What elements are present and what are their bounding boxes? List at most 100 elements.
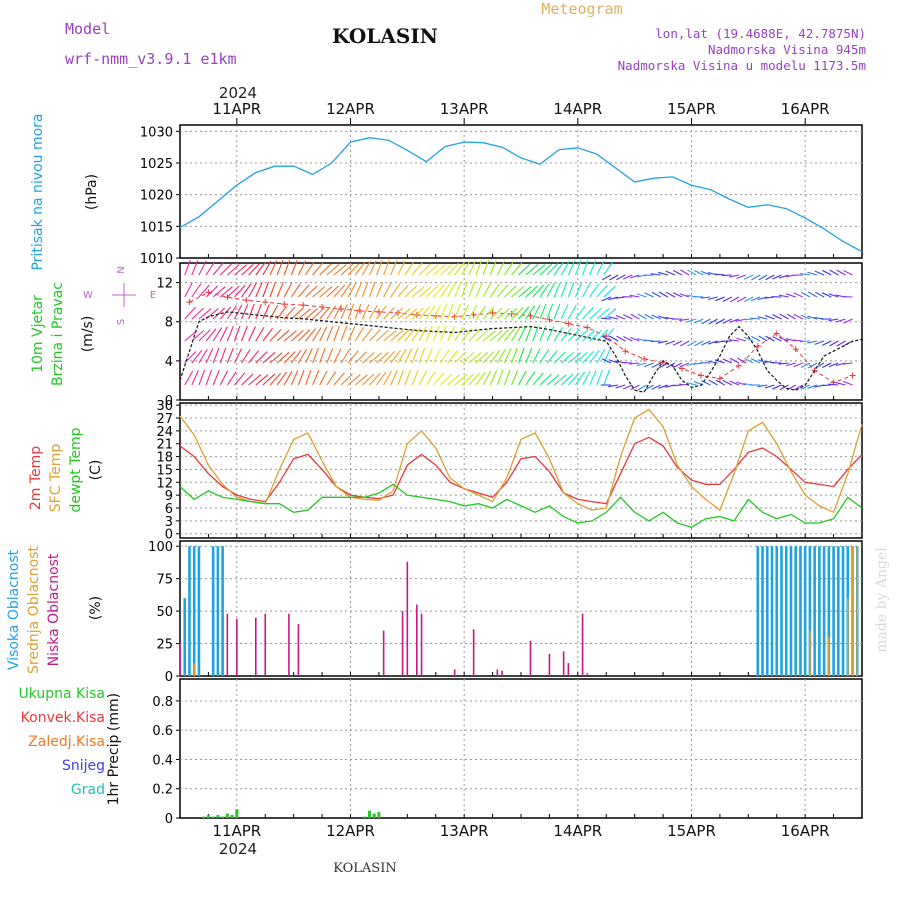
wind-arrow [560,281,568,298]
wind-arrow [340,283,351,298]
wind-arrow [821,384,832,387]
clouds-bar [808,546,812,676]
clouds-bar [789,546,793,676]
wind-arrow [722,379,733,386]
wind-arrow [744,357,754,364]
wind-arrow [772,336,782,342]
gust-marker [224,294,231,301]
elevation-label: Nadmorska Visina 945m [708,42,866,57]
wind-arrow [276,259,284,276]
year-bottom: 2024 [219,840,257,858]
wind-arrow [489,259,497,276]
wind-arrow [425,325,433,342]
clouds-bar [803,546,807,676]
clouds-bar [221,546,224,676]
wind-arrow [319,286,333,298]
clouds-bar [775,546,779,676]
wind-arrow [722,358,732,364]
wind-arrow [525,325,533,342]
precipitation-bar [367,810,371,818]
clouds-bar [780,546,783,676]
wind-arrow [736,274,747,279]
wind-arrow [582,282,591,298]
wind-arrow [503,348,512,364]
wind-arrow [411,347,419,364]
wind-arrow [582,259,589,276]
wind-arrow [212,307,226,320]
wind-arrow [461,352,475,364]
wind-arrow [658,315,668,320]
wind-arrow [568,352,581,364]
wind-arrow [425,285,439,298]
pressure-series-0 [179,137,863,253]
wind-arrow [616,274,626,281]
wind-arrow [539,303,547,320]
precip-legend-0: Ukupna Kisa [18,686,105,702]
wind-arrow [701,318,711,325]
wind-arrow [601,274,612,281]
wind-arrow [701,380,711,386]
wind-arrow [411,286,425,298]
wind-arrow [532,372,544,386]
wind-arrow [390,349,401,364]
wind-arrow [312,286,326,298]
wind-arrow [623,336,633,342]
clouds-bar [799,546,802,676]
precipitation-frame [179,678,863,819]
pressure-ytick-label-2: 1020 [140,189,173,204]
clouds-bar [562,651,565,676]
wind-arrow [489,283,500,298]
wind-arrow [489,307,503,320]
wind-arrow [361,373,375,386]
wind-arrow [651,314,661,320]
wind-arrow [518,370,527,386]
wind-arrow [496,308,510,320]
gust-marker [243,297,250,304]
wind-arrow [248,262,261,276]
wind-arrow [503,369,511,386]
wind-arrow [722,318,732,324]
clouds-bar [416,604,418,676]
wind-arrow [262,373,276,386]
wind-arrow [276,282,284,298]
wind-arrow [262,352,276,364]
wind-arrow [354,374,368,386]
wind-arrow [546,262,559,276]
day-label-top-5: 16APR [781,100,830,118]
temperature-ytick-label-7: 21 [156,438,173,453]
wind-arrow [482,306,495,320]
wind-arrow [404,261,415,276]
wind-arrow [447,262,459,276]
gust-marker [262,299,269,306]
precip-legend-4: Grad [71,782,105,798]
wind-arrow [447,374,461,386]
precip-legend-3: Snijeg [62,758,105,774]
wind-arrow [312,370,320,386]
wind-arrow [440,373,453,386]
header: Model wrf-nmm_v3.9.1 e1km KOLASIN Meteog… [65,0,890,876]
wind-arrow [575,329,588,342]
wind-arrow [475,282,483,298]
wind-arrow [651,362,661,369]
gust-marker [565,320,572,327]
wind-arrow [255,326,265,342]
wind-arrow [715,296,725,302]
wind-arrow [418,347,426,364]
wind-arrow [836,269,846,276]
wind-arrow [226,325,234,342]
wind-arrow [361,260,371,276]
wind-arrow [376,282,384,298]
clouds-bar [837,546,840,676]
wind-arrow [511,327,521,342]
wind-arrow [198,308,212,320]
wind-arrow [326,371,337,386]
wind-arrow [333,304,342,320]
gust-marker [697,372,704,379]
wind-arrow [828,293,839,298]
wind-arrow [432,325,440,342]
wind-arrow [312,327,322,342]
wind-arrow [750,317,761,320]
wind-arrow [539,263,553,276]
wind-arrow [546,350,558,364]
wind-arrow [665,270,676,276]
